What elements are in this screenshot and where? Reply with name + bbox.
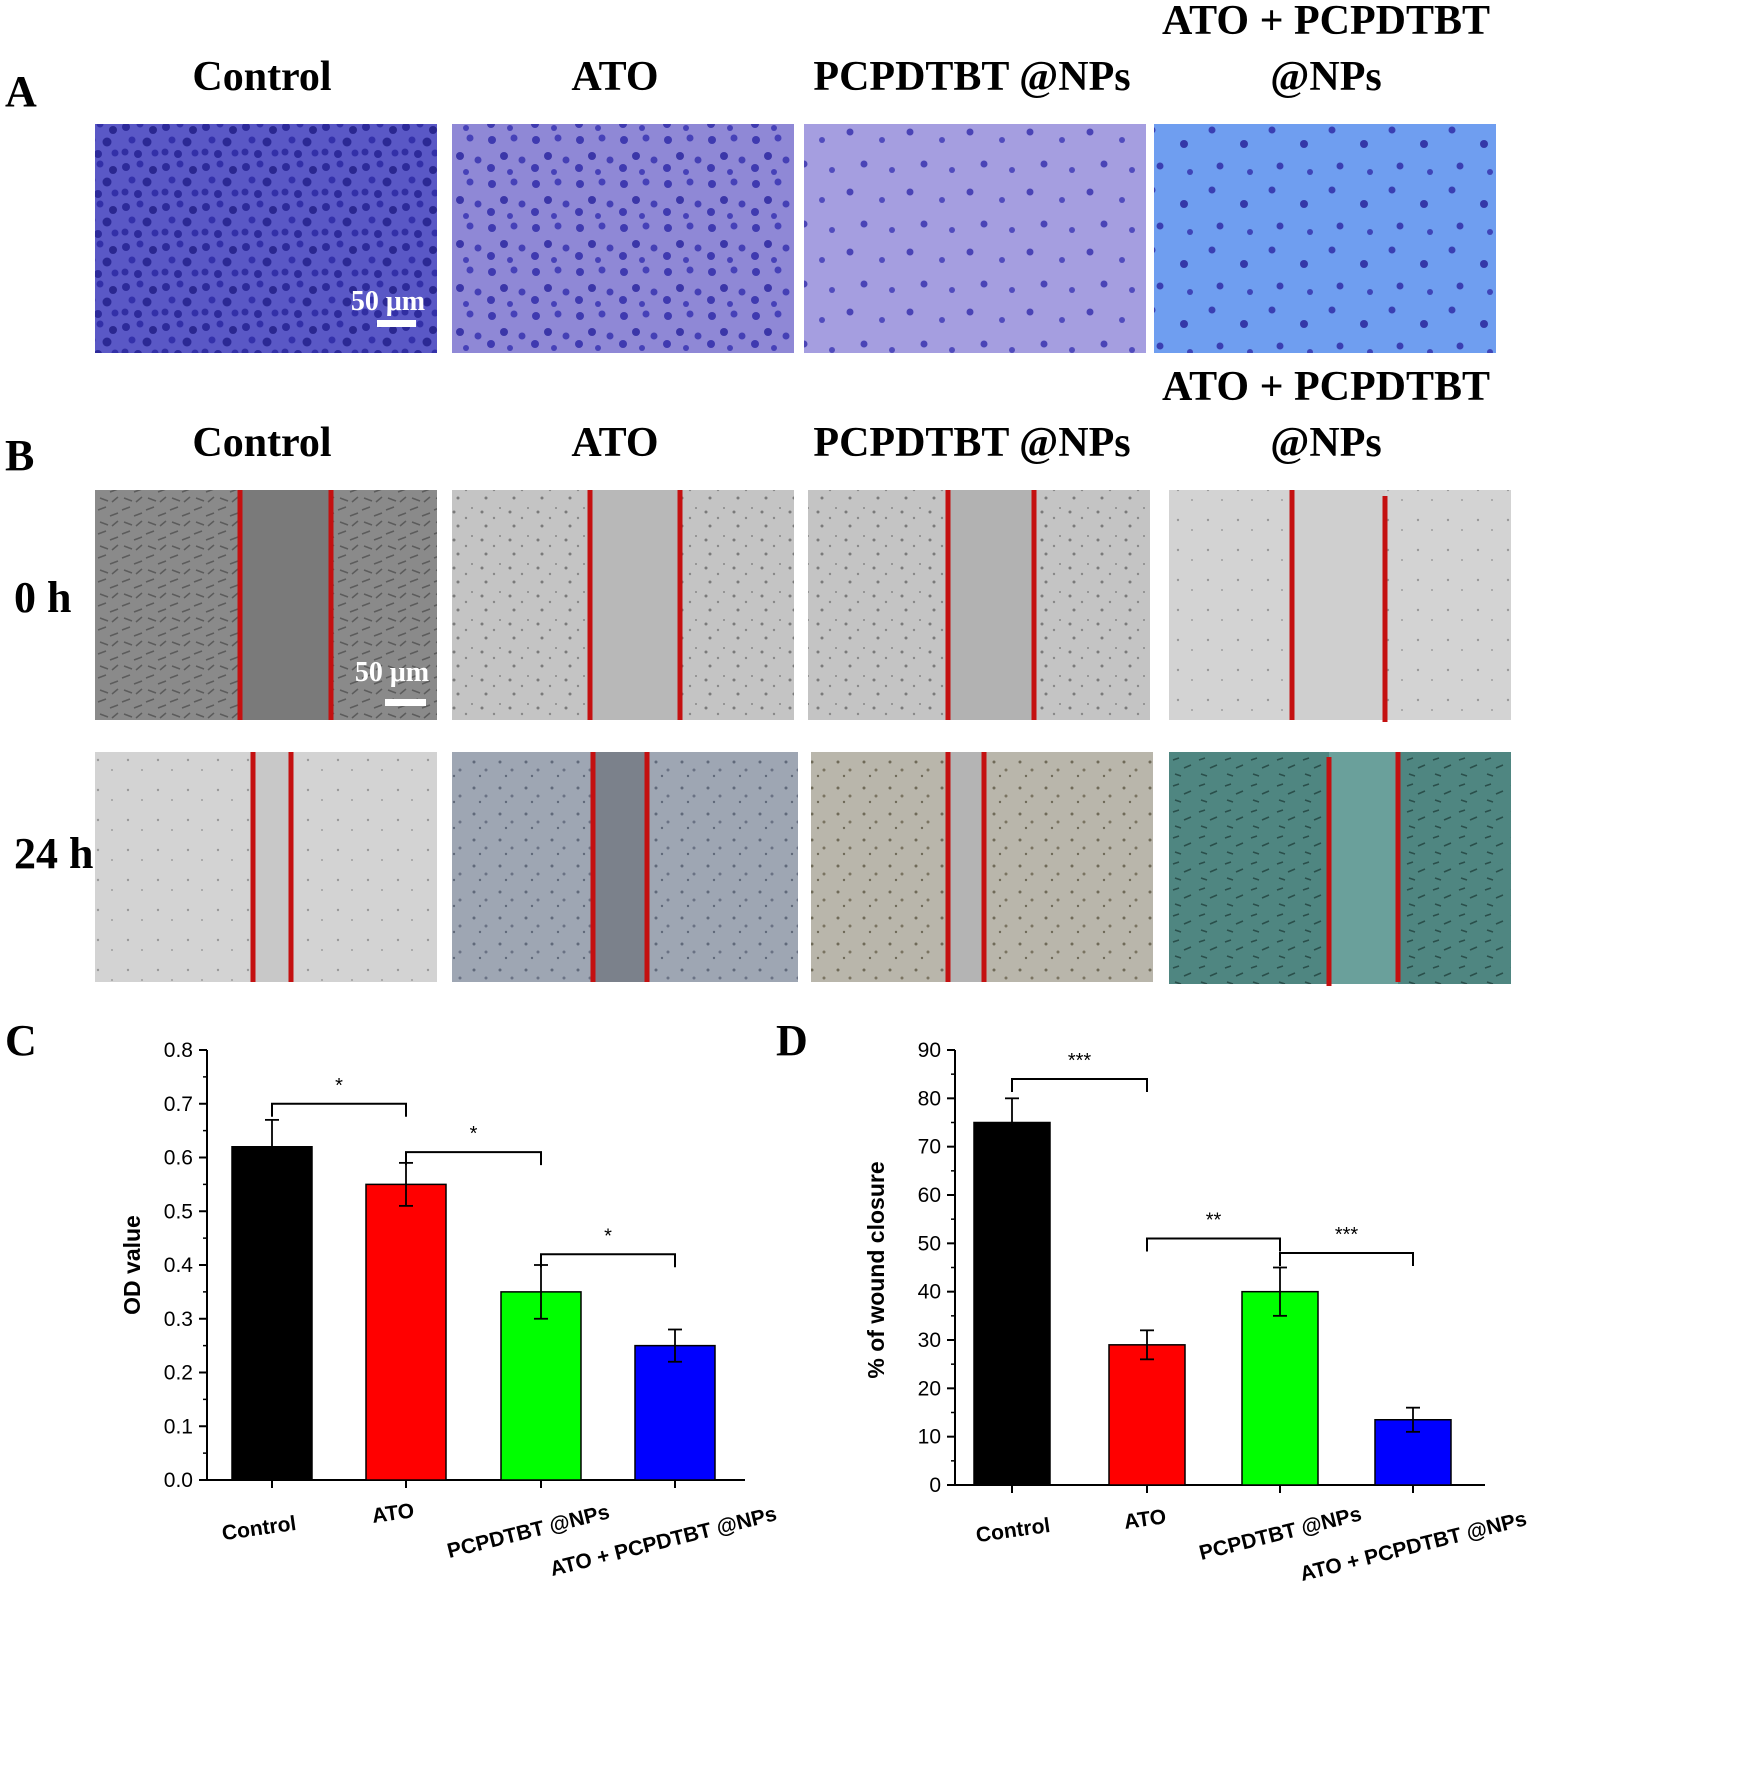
bar-1 <box>365 1183 447 1481</box>
chart-d-wound-closure: D 0 10 20 30 40 50 60 70 80 90 % of wound closure Co… <box>776 1016 1529 1586</box>
significance-label-2: * <box>604 1225 612 1247</box>
significance-label-2: *** <box>1335 1224 1359 1246</box>
x-category-label: ATO <box>1123 1505 1168 1534</box>
y-tick-label: 10 <box>918 1426 941 1449</box>
gap-0h-combo <box>1292 490 1385 720</box>
micrograph-a-combo <box>1154 124 1496 353</box>
panel-a-scale-label: 50 μm <box>351 286 425 317</box>
panel-b-header-control: Control <box>192 420 331 466</box>
bar-2 <box>500 1291 582 1481</box>
panel-b-header-pcpdtbt: PCPDTBT @NPs <box>813 420 1130 466</box>
y-tick-label: 70 <box>918 1136 941 1159</box>
y-tick-label: 0.8 <box>164 1039 193 1062</box>
significance-label-0: *** <box>1068 1050 1092 1072</box>
y-tick-label: 0.5 <box>164 1200 193 1223</box>
significance-label-0: * <box>335 1075 343 1097</box>
bar-2 <box>1241 1290 1319 1486</box>
panel-a-headers: Control ATO PCPDTBT @NPs ATO + PCPDTBT @… <box>192 0 1490 100</box>
panel-a-letter: A <box>5 67 37 116</box>
bar-3 <box>634 1344 716 1481</box>
panel-a-header-combo-line2: @NPs <box>1270 54 1381 100</box>
micrograph-a-pcpdtbt <box>804 124 1146 353</box>
y-axis-label: OD value <box>119 1215 145 1315</box>
significance-bracket-1 <box>1146 1237 1281 1252</box>
x-category-label: Control <box>221 1512 298 1545</box>
panel-b-header-combo-line2: @NPs <box>1270 420 1381 466</box>
gap-0h-control <box>240 490 331 720</box>
significance-bracket-2 <box>1279 1252 1414 1266</box>
panel-a-header-ato: ATO <box>571 54 658 100</box>
panel-a-header-combo-line1: ATO + PCPDTBT <box>1162 0 1490 44</box>
significance-label-1: ** <box>1206 1210 1222 1232</box>
significance-bracket-0 <box>271 1102 407 1117</box>
panel-a-scale-bar <box>377 320 416 327</box>
panel-b-scale-label: 50 μm <box>355 657 429 688</box>
gap-24h-ato <box>593 752 647 982</box>
gap-24h-pcpdtbt <box>948 752 984 982</box>
gap-24h-combo <box>1329 752 1398 984</box>
panel-a-micrographs: 50 μm <box>95 124 1496 353</box>
panel-b-micrographs-24h <box>95 752 1511 986</box>
panel-b-micrographs-0h: 50 μm <box>95 490 1511 722</box>
bar-0 <box>973 1121 1051 1486</box>
bar-1 <box>1108 1344 1186 1486</box>
chart-c-od-value: C 0.0 0.1 0.2 0.3 0.4 0.5 0.6 0.7 0.8 OD value Cont… <box>5 1016 779 1581</box>
row-label-0h: 0 h <box>14 573 71 622</box>
y-axis-label: % of wound closure <box>863 1161 889 1378</box>
y-tick-label: 90 <box>918 1039 941 1062</box>
panel-a-header-control: Control <box>192 54 331 100</box>
significance-bracket-1 <box>405 1151 542 1166</box>
significance-label-1: * <box>470 1123 478 1145</box>
y-tick-label: 80 <box>918 1087 941 1110</box>
y-tick-label: 20 <box>918 1377 941 1400</box>
x-category-label: ATO <box>371 1499 416 1528</box>
micrograph-a-control <box>95 124 437 353</box>
y-tick-label: 0 <box>929 1474 941 1497</box>
panel-c-letter: C <box>5 1016 37 1065</box>
panel-a-header-pcpdtbt: PCPDTBT @NPs <box>813 54 1130 100</box>
panel-d-letter: D <box>776 1016 808 1065</box>
gap-0h-ato <box>590 490 680 720</box>
row-label-24h: 24 h <box>14 829 93 878</box>
y-tick-label: 0.3 <box>164 1308 193 1331</box>
x-category-label: Control <box>975 1514 1052 1547</box>
y-tick-label: 60 <box>918 1184 941 1207</box>
y-tick-label: 0.2 <box>164 1362 193 1385</box>
y-tick-label: 0.1 <box>164 1415 193 1438</box>
panel-b-header-combo-line1: ATO + PCPDTBT <box>1162 364 1490 410</box>
significance-bracket-0 <box>1011 1078 1148 1092</box>
y-tick-label: 0.6 <box>164 1147 193 1170</box>
y-tick-label: 50 <box>918 1232 941 1255</box>
y-tick-label: 30 <box>918 1329 941 1352</box>
y-tick-label: 0.0 <box>164 1469 193 1492</box>
significance-bracket-2 <box>540 1253 676 1268</box>
bar-0 <box>231 1146 313 1481</box>
panel-b-letter: B <box>5 431 34 480</box>
gap-0h-pcpdtbt <box>948 490 1034 720</box>
panel-b-scale-bar <box>385 699 426 706</box>
y-tick-label: 40 <box>918 1281 941 1304</box>
y-tick-label: 0.7 <box>164 1093 193 1116</box>
panel-b-header-ato: ATO <box>571 420 658 466</box>
gap-24h-control <box>253 752 291 982</box>
micrograph-a-ato <box>452 124 794 353</box>
panel-b-headers: Control ATO PCPDTBT @NPs ATO + PCPDTBT @… <box>192 364 1490 466</box>
y-tick-label: 0.4 <box>164 1254 194 1277</box>
